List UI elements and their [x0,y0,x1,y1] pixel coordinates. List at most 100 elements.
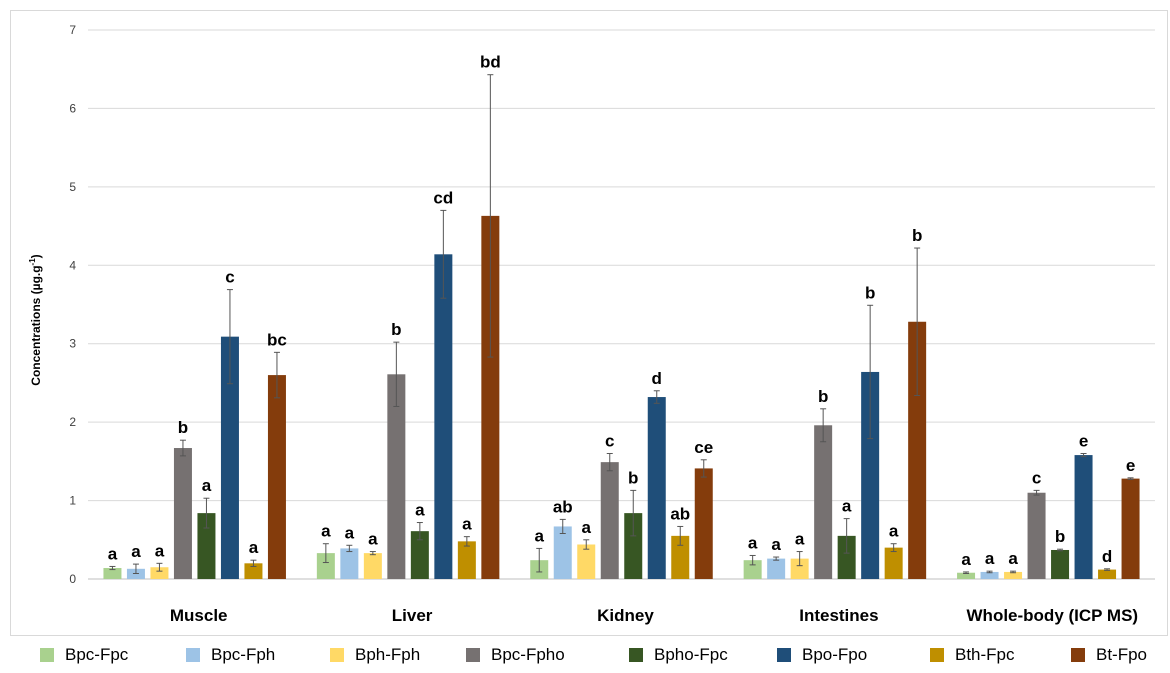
bar [150,567,169,579]
significance-label: e [1126,456,1135,475]
error-bar [1033,489,1040,496]
bar [790,558,809,579]
significance-label: ab [670,504,690,523]
significance-label: a [345,523,355,542]
error-bar [1080,453,1087,458]
legend-item: Bpc-Fpc [40,645,128,665]
chart-frame [10,10,1168,636]
bar [197,513,216,579]
y-tick-label: 1 [69,494,76,508]
error-bar [226,289,233,385]
significance-label: b [178,418,188,437]
legend-label: Bpc-Fpc [65,645,129,664]
bar [1098,569,1117,579]
bar [624,513,643,579]
significance-label: a [462,515,472,534]
significance-label: b [391,320,401,339]
error-bar [463,536,470,547]
legend: Bpc-Fpc Bpc-Fph Bph-Fph Bpc-Fpho Bpho-Fpc Bpo… [0,645,1170,673]
error-bar [203,497,210,529]
bar [387,374,406,579]
significance-label: a [582,518,592,537]
legend-label: Bpc-Fpho [491,645,565,664]
error-bar [963,571,970,575]
bar [410,531,429,579]
error-bar [132,563,139,575]
bar [1074,455,1093,579]
significance-label: c [605,432,614,451]
bar [577,544,596,579]
bar [671,535,690,579]
bar [434,254,453,579]
significance-label: d [652,369,662,388]
y-tick-label: 5 [69,180,76,194]
error-bar [583,539,590,550]
significance-label: a [961,550,971,569]
bar [316,553,335,579]
error-bar [700,459,707,478]
significance-label: bd [480,53,501,72]
error-bar [749,554,756,566]
bar [481,215,500,579]
error-bar [890,543,897,553]
bar [694,468,713,579]
legend-item: Bpc-Fpho [466,645,565,665]
bar [173,448,192,579]
bar [814,425,833,579]
error-bar [416,522,423,541]
bar [767,558,786,579]
bar [957,572,976,579]
error-bar [250,559,257,567]
bar [647,397,666,579]
y-tick-label: 6 [69,101,76,115]
significance-label: ce [694,438,713,457]
legend-label: Bt-Fpo [1096,645,1148,664]
category-label: Intestines [799,606,878,625]
significance-label: e [1079,432,1088,451]
bar [1121,478,1140,579]
significance-label: a [535,526,545,545]
error-bar [867,304,874,440]
significance-label: a [795,530,805,549]
significance-label: b [818,387,828,406]
y-tick-label: 7 [69,23,76,37]
bar [600,462,619,579]
bar [363,553,382,579]
error-bar [322,543,329,564]
error-bar [393,341,400,407]
bar [267,375,286,579]
bar [861,371,880,579]
error-bar [677,525,684,546]
significance-label: a [415,501,425,520]
legend-item: Bpc-Fph [186,645,275,665]
y-tick-label: 3 [69,337,76,351]
error-bar [1057,548,1064,552]
significance-label: a [131,542,141,561]
bar [457,541,476,579]
legend-label: Bpc-Fph [211,645,276,664]
bar [553,526,572,579]
error-bar [843,518,850,554]
error-bar [653,390,660,404]
significance-label: a [1008,549,1018,568]
significance-label: a [748,533,758,552]
significance-label: d [1102,547,1112,566]
error-bar [630,489,637,537]
significance-label: bc [267,330,287,349]
legend-item: Bpo-Fpo [777,645,867,665]
bar [980,571,999,579]
bar [340,548,359,579]
error-bar [156,562,163,572]
category-label: Whole-body (ICP MS) [967,606,1139,625]
significance-label: a [202,476,212,495]
legend-item: Bph-Fph [330,645,420,665]
legend-label: Bpo-Fpo [802,645,868,664]
legend-swatch [186,648,200,662]
legend-swatch [1071,648,1085,662]
significance-label: a [985,549,995,568]
gridlines [88,29,1155,580]
legend-swatch [629,648,643,662]
legend-swatch [466,648,480,662]
